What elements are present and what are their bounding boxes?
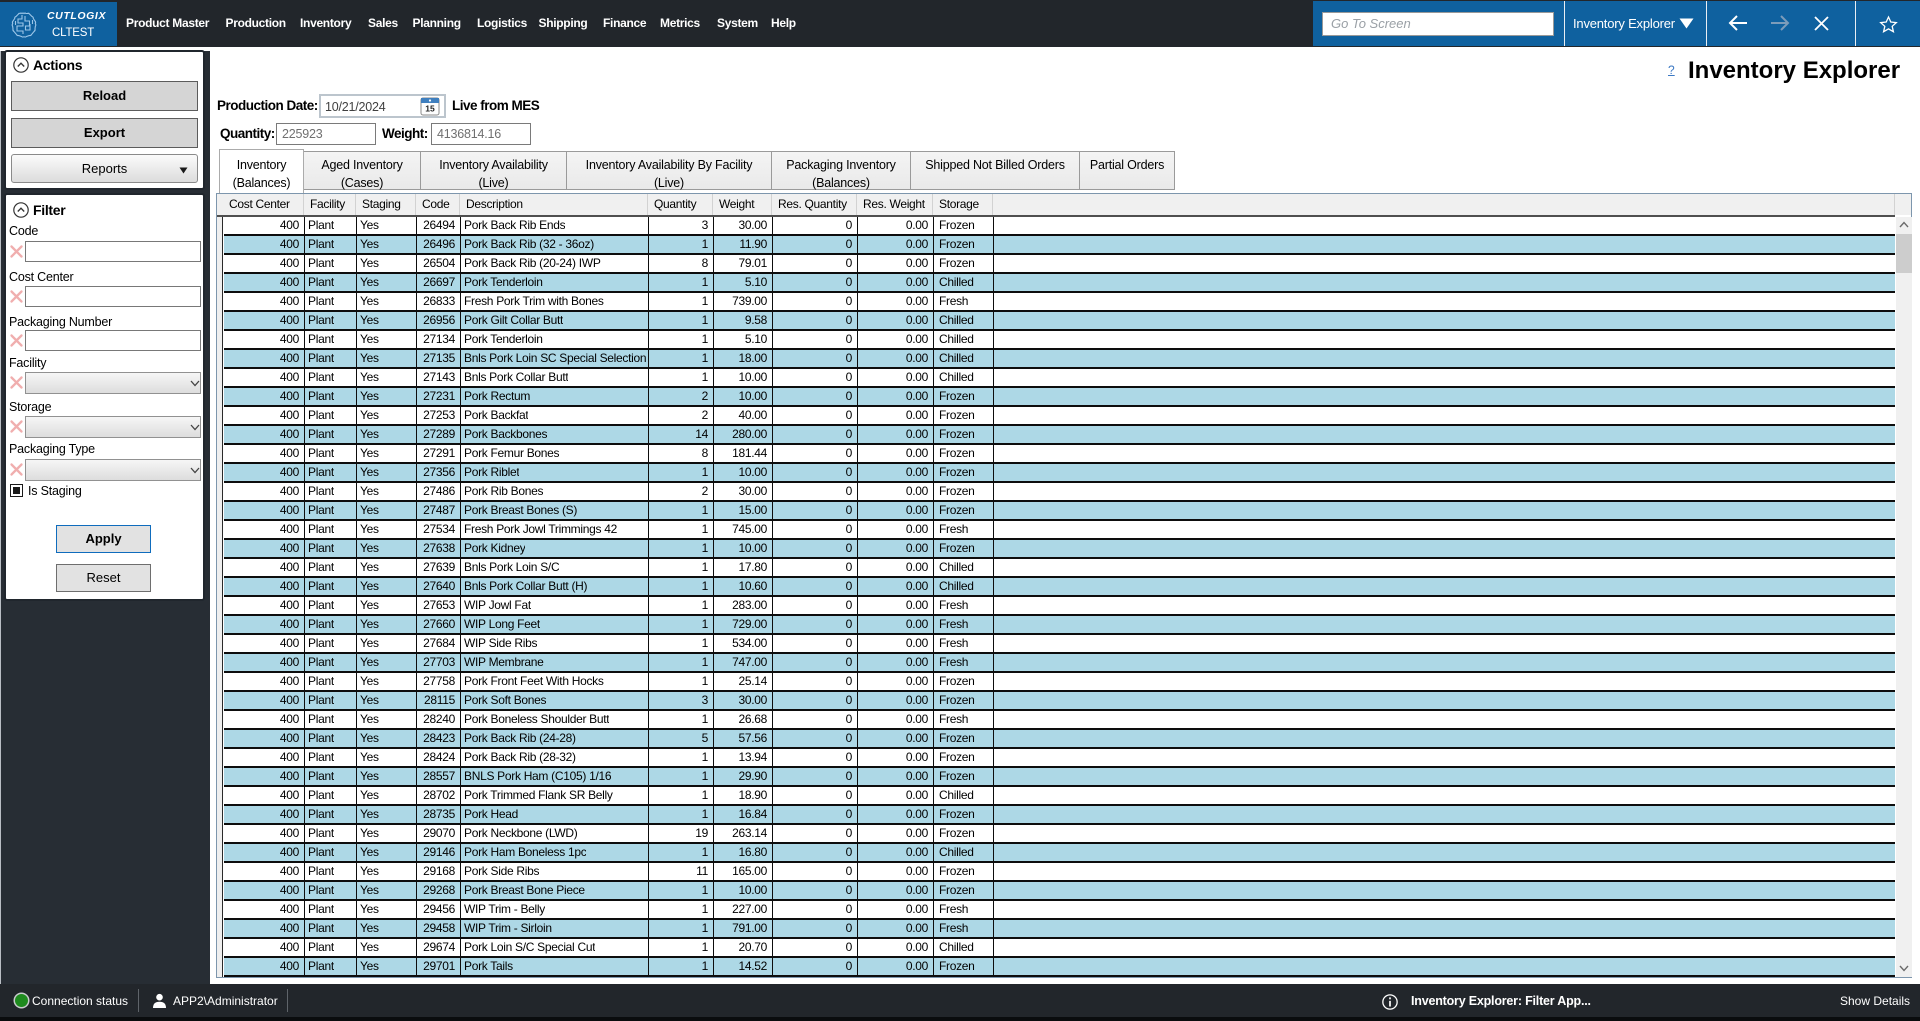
svg-text:15: 15 (425, 104, 435, 114)
